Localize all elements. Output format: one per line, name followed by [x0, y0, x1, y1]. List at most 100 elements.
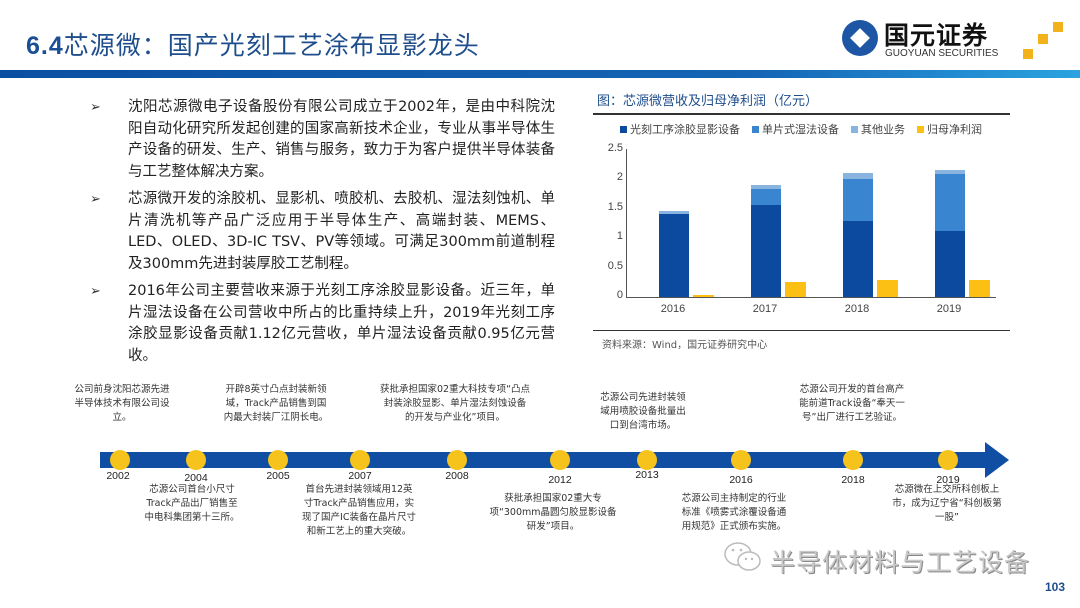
bar-segment: [843, 221, 873, 297]
y-axis: [626, 149, 627, 298]
legend-label: 单片式湿法设备: [762, 123, 839, 136]
x-tick-label: 2016: [660, 303, 686, 315]
bar-segment: [659, 213, 689, 297]
bar-segment: [935, 230, 965, 297]
y-tick-label: 1: [616, 230, 623, 242]
timeline-year: 2005: [266, 470, 290, 482]
y-tick-label: 1.5: [607, 201, 623, 213]
bar-segment: [843, 172, 873, 179]
net-profit-bar: [693, 294, 714, 297]
bar-segment: [751, 205, 781, 297]
logo-square-icon: [1053, 22, 1063, 32]
timeline-bar: [100, 452, 988, 468]
timeline-dot: [350, 450, 370, 470]
bar-segment: [659, 210, 689, 214]
logo-cn-text: 国元证券: [884, 21, 989, 50]
timeline-dot: [186, 450, 206, 470]
timeline-event-2018: 芯源公司开发的首台高产能前道Track设备“奉天一号”出厂进行工艺验证。: [799, 384, 905, 423]
timeline-year: 2013: [635, 469, 659, 481]
header-divider-bar: [0, 70, 1080, 78]
timeline-arrow-icon: [985, 442, 1009, 478]
x-tick-label: 2019: [936, 303, 962, 315]
y-tick-label: 0: [616, 289, 623, 301]
bar-segment: [751, 185, 781, 190]
legend-swatch-icon: [917, 125, 924, 133]
x-tick-label: 2018: [844, 303, 870, 315]
timeline-event-2013: 芯源公司先进封装领域用喷胶设备批量出口到台湾市场。: [600, 392, 686, 431]
bullet-text: 芯源微开发的涂胶机、显影机、喷胶机、去胶机、湿法刻蚀机、单片清洗机等产品广泛应用…: [128, 191, 555, 272]
timeline-year: 2019: [936, 474, 960, 486]
title-text: 芯源微：国产光刻工艺涂布显影龙头: [63, 31, 480, 60]
bar-chart: 2.5 2 1.5 1 0.5 0 2016 2017 2018 2019: [593, 140, 1013, 315]
bullet-text: 沈阳芯源微电子设备股份有限公司成立于2002年，是由中科院沈阳自动化研究所发起创…: [128, 99, 555, 180]
logo-emblem-icon: [842, 20, 878, 56]
timeline-year: 2016: [729, 474, 753, 486]
timeline-year: 2007: [348, 470, 372, 482]
timeline-event-2012: 获批承担国家02重大专项“300mm晶圆匀胶显影设备研发”项目。: [489, 493, 617, 532]
bar-segment: [935, 170, 965, 175]
chart-bottom-divider: [593, 330, 1010, 331]
net-profit-bar: [969, 280, 990, 297]
timeline-event-2016: 芯源公司主持制定的行业标准《喷雾式涂覆设备通用规范》正式颁布实施。: [681, 493, 787, 532]
legend-item: 其他业务: [851, 121, 905, 137]
net-profit-bar: [877, 279, 898, 297]
legend-item: 光刻工序涂胶显影设备: [620, 121, 740, 137]
timeline-year: 2002: [106, 470, 130, 482]
arrow-bullet-icon: ➢: [90, 284, 101, 299]
legend-item: 单片式湿法设备: [752, 121, 839, 137]
chart-title-divider: [593, 113, 1010, 115]
legend-label: 光刻工序涂胶显影设备: [630, 123, 740, 136]
timeline-year: 2012: [548, 474, 572, 486]
legend-swatch-icon: [752, 125, 759, 133]
logo-square-icon: [1038, 34, 1048, 44]
wechat-watermark-icon: [724, 542, 761, 571]
net-profit-bar: [785, 281, 806, 297]
timeline-event-2005: 开辟8英寸凸点封装新领域，Track产品销售到国内最大封装厂江阴长电。: [223, 384, 329, 423]
logo-square-icon: [1023, 49, 1033, 59]
timeline-dot: [938, 450, 958, 470]
chart-title: 图：芯源微营收及归母净利润（亿元）: [597, 94, 819, 109]
timeline-dot: [268, 450, 288, 470]
timeline-year: 2004: [184, 472, 208, 484]
legend-swatch-icon: [851, 125, 858, 133]
bullet-item: ➢ 沈阳芯源微电子设备股份有限公司成立于2002年，是由中科院沈阳自动化研究所发起…: [90, 97, 555, 183]
chart-source-note: 资料来源：Wind，国元证券研究中心: [602, 340, 768, 351]
arrow-bullet-icon: ➢: [90, 192, 101, 207]
timeline-event-2002: 公司前身沈阳芯源先进半导体技术有限公司设立。: [74, 384, 170, 423]
chart-legend: 光刻工序涂胶显影设备 单片式湿法设备 其他业务 归母净利润: [620, 121, 982, 137]
x-tick-label: 2017: [752, 303, 778, 315]
timeline-dot: [843, 450, 863, 470]
y-tick-label: 0.5: [607, 260, 623, 272]
x-axis: [626, 297, 996, 298]
legend-label: 其他业务: [861, 123, 905, 136]
y-tick-label: 2.5: [607, 142, 623, 154]
bar-segment: [843, 178, 873, 222]
bullet-text: 2016年公司主要营收来源于光刻工序涂胶显影设备。近三年，单片湿法设备在公司营收…: [128, 283, 555, 364]
timeline-dot: [731, 450, 751, 470]
timeline-event-2019: 芯源微在上交所科创板上市，成为辽宁省“科创板第一股”: [892, 484, 1002, 523]
timeline-year: 2018: [841, 474, 865, 486]
timeline-event-2004: 芯源公司首台小尺寸Track产品出厂销售至中电科集团第十三所。: [144, 484, 240, 523]
legend-swatch-icon: [620, 125, 627, 133]
page-number: 103: [1045, 580, 1066, 594]
logo-en-text: GUOYUAN SECURITIES: [885, 48, 999, 59]
timeline-dot: [550, 450, 570, 470]
timeline-dot: [637, 450, 657, 470]
legend-label: 归母净利润: [927, 123, 982, 136]
y-tick-label: 2: [616, 171, 623, 183]
bar-segment: [935, 174, 965, 231]
bullet-item: ➢ 芯源微开发的涂胶机、显影机、喷胶机、去胶机、湿法刻蚀机、单片清洗机等产品广泛应…: [90, 189, 555, 275]
bar-segment: [751, 189, 781, 206]
timeline-event-2007: 首台先进封装领域用12英寸Track产品销售应用，实现了国产IC装备在晶片尺寸和…: [302, 484, 416, 537]
title-section-number: 6.4: [26, 32, 64, 60]
watermark-text: 半导体材料与工艺设备: [770, 548, 1031, 577]
timeline-year: 2008: [445, 470, 469, 482]
legend-item: 归母净利润: [917, 121, 982, 137]
timeline-dot: [447, 450, 467, 470]
page-title: 6.4芯源微：国产光刻工艺涂布显影龙头: [26, 26, 480, 62]
guoyuan-logo: 国元证券 GUOYUAN SECURITIES: [840, 16, 1070, 64]
timeline-event-2008: 获批承担国家02重大科技专项“凸点封装涂胶显影、单片湿法刻蚀设备的开发与产业化”…: [380, 384, 531, 423]
bullet-item: ➢ 2016年公司主要营收来源于光刻工序涂胶显影设备。近三年，单片湿法设备在公司营…: [90, 281, 555, 367]
bullet-list: ➢ 沈阳芯源微电子设备股份有限公司成立于2002年，是由中科院沈阳自动化研究所发起…: [90, 97, 555, 373]
arrow-bullet-icon: ➢: [90, 100, 101, 115]
